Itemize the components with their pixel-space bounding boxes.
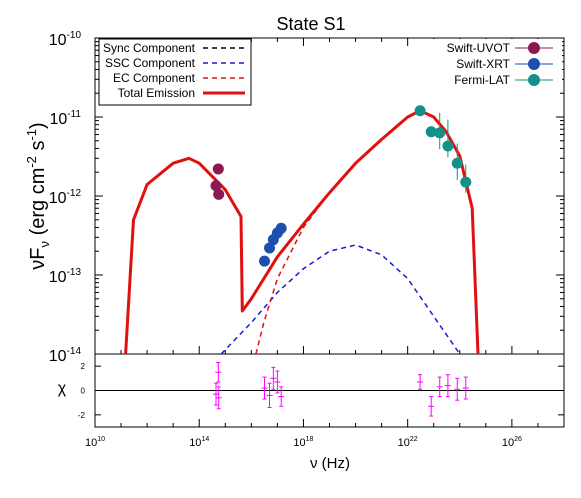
y-tick-label: 10-12 [49, 188, 82, 207]
x-tick-label: 1018 [293, 436, 313, 449]
data-point-swift-uvot [213, 188, 225, 200]
legend-instruments: Swift-UVOT Swift-XRT Fermi-LAT [432, 39, 562, 89]
data-point-swift-xrt [264, 242, 276, 254]
y-tick-label: 10-13 [49, 267, 82, 286]
data-point-fermi-lat [434, 127, 446, 139]
residual-y-axis-label: χ [58, 380, 67, 397]
legend-label-sync: Sync Component [103, 41, 196, 55]
data-point-swift-uvot [212, 163, 224, 175]
legend-label-ec: EC Component [113, 71, 196, 85]
y-tick-label: 10-10 [49, 30, 82, 49]
legend-label-uvot: Swift-UVOT [447, 41, 511, 55]
chart-title: State S1 [276, 14, 345, 34]
legend-marker-xrt [528, 58, 540, 70]
data-point-fermi-lat [460, 176, 472, 188]
residual-y-tick-label: 2 [81, 362, 86, 371]
legend-label-ssc: SSC Component [105, 56, 196, 70]
data-point-swift-xrt [275, 222, 287, 234]
model-line-ssc-component [220, 244, 461, 354]
legend-marker-lat [528, 74, 540, 86]
y-axis-label: νFν (erg cm-2 s-1) [24, 122, 52, 269]
model-line-total-emission [124, 109, 480, 354]
legend-label-xrt: Swift-XRT [456, 57, 510, 71]
x-axis-label: ν (Hz) [310, 455, 350, 472]
residual-y-tick-label: 0 [81, 387, 86, 396]
data-point-fermi-lat [451, 157, 463, 169]
data-point-fermi-lat [442, 140, 454, 152]
y-tick-label: 10-11 [49, 109, 81, 128]
data-point-swift-xrt [258, 255, 270, 267]
data-point-swift-uvot [210, 180, 222, 192]
data-point-fermi-lat [414, 105, 426, 117]
data-point-fermi-lat [425, 126, 437, 138]
x-tick-label: 1026 [502, 436, 522, 449]
y-tick-label: 10-14 [49, 346, 82, 365]
legend-label-lat: Fermi-LAT [454, 73, 510, 87]
x-tick-label: 1010 [85, 436, 105, 449]
x-tick-label: 1022 [398, 436, 418, 449]
x-tick-label: 1014 [189, 436, 209, 449]
residual-y-tick-label: -2 [78, 411, 86, 420]
legend-label-total: Total Emission [118, 86, 195, 100]
legend-marker-uvot [528, 42, 540, 54]
legend-components: Sync Component SSC Component EC Componen… [98, 38, 252, 106]
